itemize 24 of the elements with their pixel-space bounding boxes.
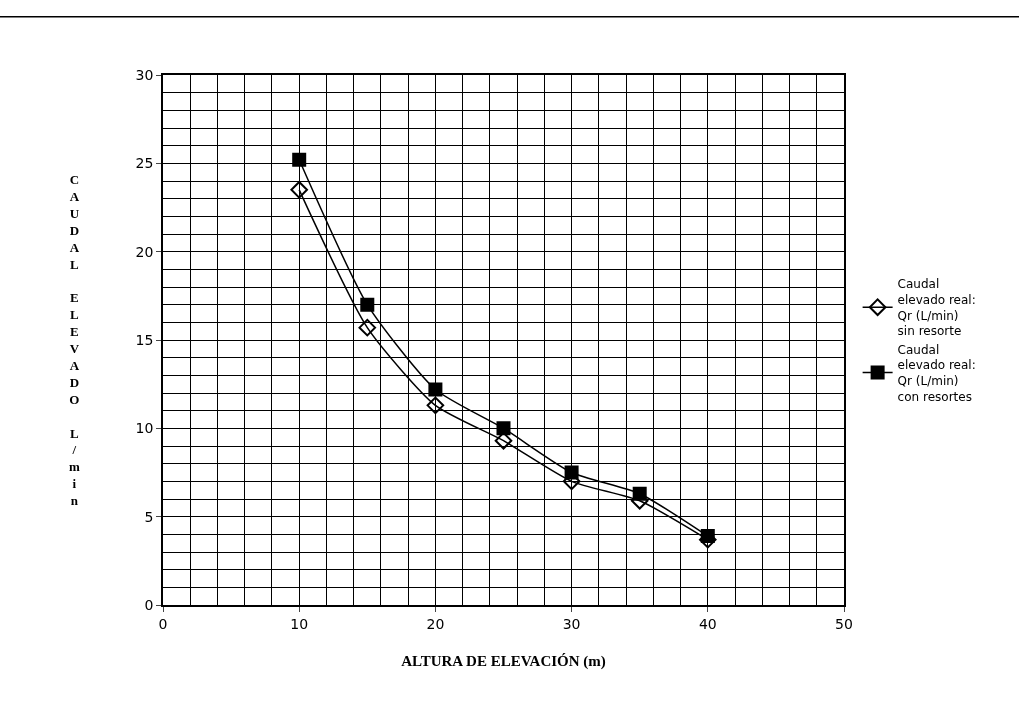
y-tick-label: 30 xyxy=(135,66,154,83)
point xyxy=(290,181,308,199)
y-tick-label: 20 xyxy=(135,243,154,260)
x-axis-title: ALTURA DE ELEVACIÓN (m) xyxy=(401,653,606,671)
point xyxy=(496,421,511,436)
legend-label: Caudal elevado real: Qr (L/min) con resortes xyxy=(897,342,976,404)
y-tick-label: 15 xyxy=(135,331,154,348)
point xyxy=(292,152,307,167)
x-tick-label: 20 xyxy=(426,615,445,632)
y-tick-label: 5 xyxy=(144,508,154,525)
x-tick-label: 40 xyxy=(698,615,717,632)
point xyxy=(426,396,445,415)
x-tick-label: 10 xyxy=(290,615,309,632)
point xyxy=(358,318,377,337)
point xyxy=(428,382,443,397)
x-tick-label: 30 xyxy=(562,615,581,632)
x-tick-label: 0 xyxy=(158,615,168,632)
y-tick-label: 10 xyxy=(135,420,154,437)
y-tick-label: 0 xyxy=(144,596,154,613)
point xyxy=(360,297,375,312)
y-tick-label: 25 xyxy=(135,155,154,172)
text: CAUDAL ELEVADO L/min xyxy=(69,172,80,509)
x-tick-label: 50 xyxy=(835,615,853,632)
legend-label: Caudal elevado real: Qr (L/min) sin resorte xyxy=(897,277,976,339)
